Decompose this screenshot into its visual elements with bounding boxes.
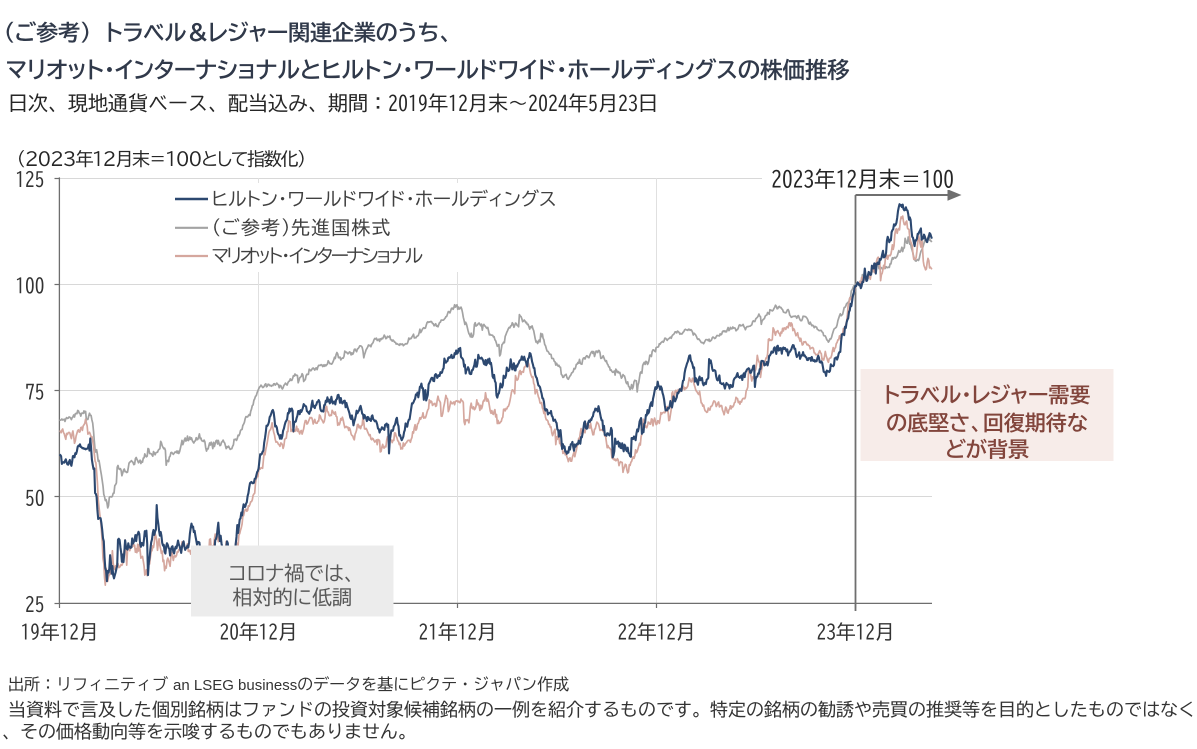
- svg-text:an LSEG business: an LSEG business: [173, 677, 297, 694]
